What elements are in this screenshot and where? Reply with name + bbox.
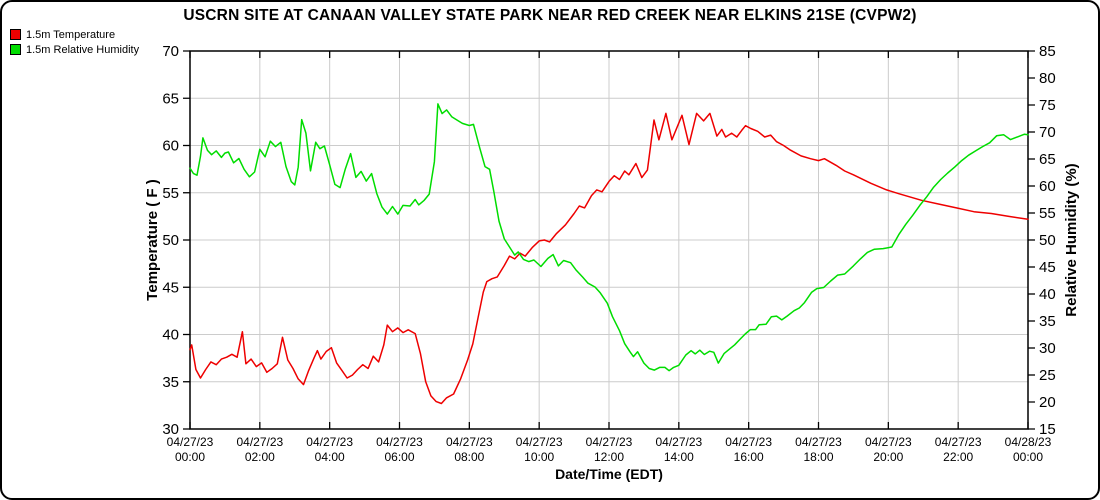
x-axis-title: Date/Time (EDT) <box>555 466 663 482</box>
x-axis-tick-date: 04/27/23 <box>865 435 912 449</box>
y-axis-right-tick-label: 55 <box>1039 205 1056 222</box>
y-axis-right-tick-label: 65 <box>1039 151 1056 168</box>
y-axis-left-tick-label: 55 <box>162 185 179 202</box>
humidity-line <box>189 103 1029 372</box>
x-axis-tick-time: 12:00 <box>594 450 624 464</box>
x-axis-tick-time: 06:00 <box>384 450 414 464</box>
x-axis-tick-date: 04/27/23 <box>935 435 982 449</box>
page-title: USCRN SITE AT CANAAN VALLEY STATE PARK N… <box>183 7 917 24</box>
x-axis-tick-date: 04/27/23 <box>376 435 423 449</box>
y-axis-right-tick-label: 35 <box>1039 313 1056 330</box>
y-axis-right-tick-label: 15 <box>1039 421 1056 438</box>
legend-label-humidity: 1.5m Relative Humidity <box>26 43 140 56</box>
y-axis-right-tick-label: 45 <box>1039 259 1056 276</box>
y-axis-right-tick-label: 20 <box>1039 394 1056 411</box>
x-axis-tick-time: 04:00 <box>315 450 345 464</box>
y-axis-left-tick-label: 50 <box>162 232 179 249</box>
x-axis-tick-time: 10:00 <box>524 450 554 464</box>
y-axis-left-tick-label: 35 <box>162 374 179 391</box>
x-axis-tick-date: 04/27/23 <box>516 435 563 449</box>
y-axis-left-tick-label: 65 <box>162 90 179 107</box>
y-axis-left-tick-label: 70 <box>162 43 179 60</box>
chart-legend: 1.5m Temperature 1.5m Relative Humidity <box>10 27 139 57</box>
temperature-swatch-icon <box>10 29 21 40</box>
x-axis-tick-time: 20:00 <box>873 450 903 464</box>
x-axis-tick-time: 00:00 <box>1013 450 1043 464</box>
y-axis-right-tick-label: 60 <box>1039 178 1056 195</box>
x-axis-tick-time: 18:00 <box>803 450 833 464</box>
x-axis-tick-date: 04/27/23 <box>655 435 702 449</box>
x-axis-tick-date: 04/27/23 <box>586 435 633 449</box>
y-axis-left-tick-label: 40 <box>162 327 179 344</box>
x-axis-tick-time: 02:00 <box>245 450 275 464</box>
legend-item-temperature: 1.5m Temperature <box>10 27 139 42</box>
x-axis-tick-time: 14:00 <box>664 450 694 464</box>
x-axis-tick-date: 04/27/23 <box>446 435 493 449</box>
x-axis-tick-time: 16:00 <box>734 450 764 464</box>
y-axis-right-tick-label: 80 <box>1039 70 1056 87</box>
x-axis-tick-date: 04/27/23 <box>725 435 772 449</box>
y-axis-right-tick-label: 85 <box>1039 43 1056 60</box>
x-axis-tick-time: 08:00 <box>454 450 484 464</box>
y-axis-left-title: Temperature ( F ) <box>144 179 161 300</box>
x-axis-tick-time: 00:00 <box>175 450 205 464</box>
y-axis-left-tick-label: 30 <box>162 421 179 438</box>
y-axis-right-title: Relative Humidity (%) <box>1063 163 1080 316</box>
temperature-line <box>189 112 1029 405</box>
y-axis-left-tick-label: 60 <box>162 138 179 155</box>
x-axis-tick-date: 04/28/23 <box>1005 435 1052 449</box>
x-axis-tick-date: 04/27/23 <box>167 435 214 449</box>
y-axis-right-tick-label: 70 <box>1039 124 1056 141</box>
x-axis-tick-date: 04/27/23 <box>236 435 283 449</box>
y-axis-left-tick-label: 45 <box>162 279 179 296</box>
y-axis-right-tick-label: 40 <box>1039 286 1056 303</box>
y-axis-right-tick-label: 25 <box>1039 367 1056 384</box>
x-axis-tick-date: 04/27/23 <box>306 435 353 449</box>
y-axis-right-tick-label: 50 <box>1039 232 1056 249</box>
x-axis-tick-time: 22:00 <box>943 450 973 464</box>
y-axis-right-tick-label: 30 <box>1039 340 1056 357</box>
x-axis-tick-date: 04/27/23 <box>795 435 842 449</box>
legend-item-humidity: 1.5m Relative Humidity <box>10 42 139 57</box>
humidity-swatch-icon <box>10 44 21 55</box>
y-axis-right-tick-label: 75 <box>1039 97 1056 114</box>
legend-label-temperature: 1.5m Temperature <box>26 28 116 41</box>
